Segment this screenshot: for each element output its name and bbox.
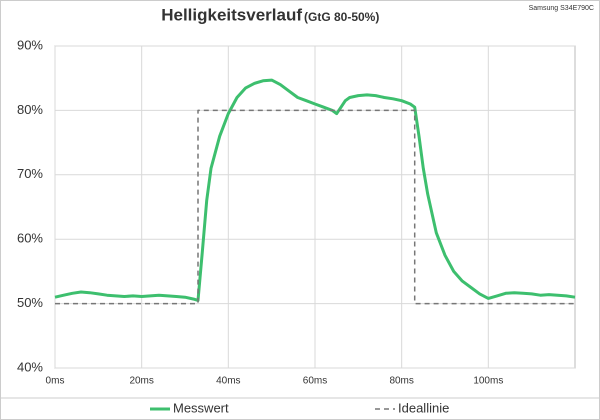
y-tick-label: 50% [17, 295, 43, 310]
y-tick-label: 70% [17, 166, 43, 181]
x-tick-label: 0ms [46, 376, 65, 387]
x-tick-label: 20ms [129, 376, 153, 387]
y-tick-label: 90% [17, 37, 43, 52]
chart-title: Helligkeitsverlauf [161, 5, 302, 24]
series-line [54, 78, 576, 302]
y-tick-label: 60% [17, 231, 43, 246]
legend-label: Messwert [173, 400, 229, 415]
chart-subtitle: (GtG 80-50%) [304, 10, 379, 24]
series-line [55, 109, 575, 305]
x-tick-label: 60ms [303, 376, 327, 387]
x-tick-label: 40ms [216, 376, 240, 387]
x-tick-label: 100ms [473, 376, 503, 387]
y-tick-label: 40% [17, 359, 43, 374]
legend-label: Ideallinie [398, 400, 449, 415]
monitor-note: Samsung S34E790C [529, 5, 594, 12]
y-tick-label: 80% [17, 102, 43, 117]
x-tick-label: 80ms [389, 376, 413, 387]
